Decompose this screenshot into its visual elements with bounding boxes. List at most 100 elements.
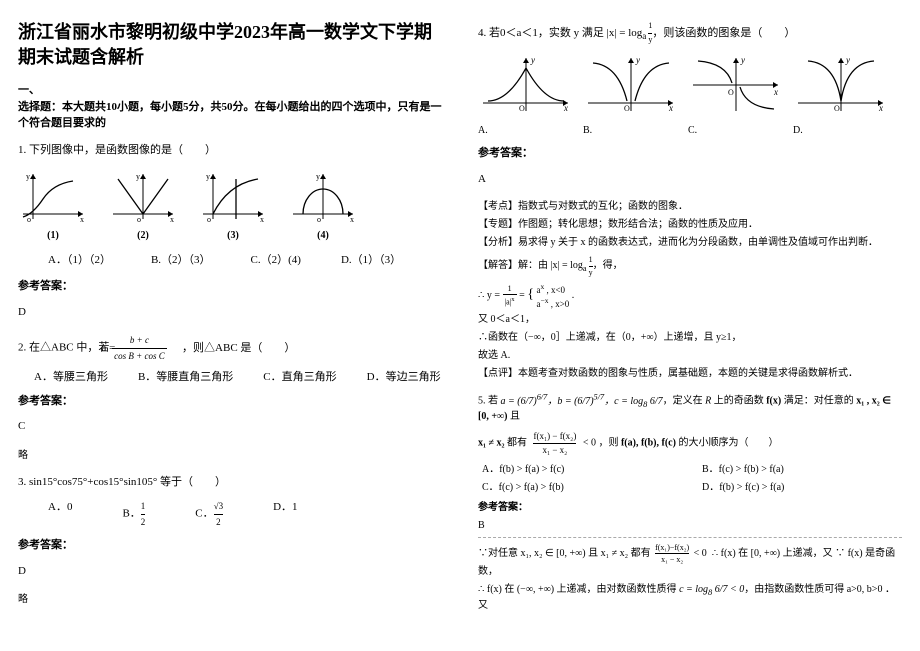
- q4-line3: 故选 A.: [478, 349, 902, 363]
- q1-ans: D: [18, 304, 442, 322]
- question-5: 5. 若 a = (6/7)6/7，b = (6/7)5/7，c = log8 …: [478, 391, 902, 612]
- svg-text:y: y: [635, 55, 640, 65]
- svg-text:x: x: [170, 215, 174, 224]
- graph-icon: xyO: [478, 53, 573, 115]
- q5-opt-a: A．f(b) > f(a) > f(c): [482, 463, 682, 477]
- q3-options: A．0 B．12 C．√32 D．1: [48, 499, 442, 529]
- q5-opt-d: D．f(b) > f(c) > f(a): [702, 481, 902, 495]
- question-1: 1. 下列图像中，是函数图像的是（ ） xyo (1) xy: [18, 142, 442, 321]
- q4-label-d: D.: [793, 123, 888, 139]
- q1-opt-c: C.（2）(4): [251, 252, 301, 270]
- q5-ans-label: 参考答案：: [478, 501, 902, 515]
- q4-ans-label: 参考答案：: [478, 145, 902, 163]
- q4-line1: 又 0＜a＜1，: [478, 313, 902, 327]
- q5-opt-c: C．f(c) > f(a) > f(b): [482, 481, 682, 495]
- q1-thumb-3: x y o (3): [198, 169, 268, 244]
- graph-icon: xyo: [18, 169, 88, 224]
- q3-opt-a: A．0: [48, 499, 72, 529]
- q2-opt-c: C．直角三角形: [263, 369, 336, 387]
- q2-ans-label: 参考答案：: [18, 393, 442, 411]
- q4-analysis: 【考点】指数式与对数式的互化；函数的图象． 【专题】作图题；转化思想；数形结合法…: [478, 200, 902, 381]
- q2-opt-d: D．等边三角形: [367, 369, 441, 387]
- svg-text:O: O: [834, 104, 840, 113]
- q1-ans-label: 参考答案：: [18, 278, 442, 296]
- q4-graph-b: x y O B.: [583, 53, 678, 140]
- q4-line2: ∴函数在（−∞，0］上递减，在（0，+∞）上递增，且 y≥1，: [478, 331, 902, 345]
- q4-label-b: B.: [583, 123, 678, 139]
- q4-label-a: A.: [478, 123, 573, 139]
- svg-text:y: y: [845, 55, 850, 65]
- svg-text:O: O: [728, 88, 734, 97]
- q2-note: 略: [18, 448, 442, 464]
- svg-text:x: x: [350, 215, 354, 224]
- svg-text:o: o: [137, 215, 141, 224]
- q3-text: 3. sin15°cos75°+cos15°sin105° 等于（ ）: [18, 474, 442, 492]
- q4-graphs: xyO A. xyO B.: [478, 53, 902, 140]
- svg-text:x: x: [668, 103, 673, 113]
- svg-text:x: x: [563, 103, 568, 113]
- q1-thumb-label-2: (2): [108, 228, 178, 244]
- q1-thumb-label-4: (4): [288, 228, 358, 244]
- q3-opt-d: D．1: [273, 499, 297, 529]
- graph-icon: x y O: [793, 53, 888, 115]
- svg-text:O: O: [624, 104, 630, 113]
- svg-text:x: x: [773, 87, 778, 97]
- svg-text:O: O: [519, 104, 525, 113]
- q5-explain-1: ∵对任意 x₁, x₂ ∈ [0, +∞) 且 x₁ ≠ x₂ 都有 f(x₁)…: [478, 542, 902, 579]
- right-column: 4. 若0＜a＜1，实数 y 满足 |x| = loga1y，则该函数的图象是（…: [460, 0, 920, 651]
- left-column: 浙江省丽水市黎明初级中学2023年高一数学文下学期期末试题含解析 一、 选择题：…: [0, 0, 460, 651]
- q1-thumb-2: x y o (2): [108, 169, 178, 244]
- q2-ans: C: [18, 418, 442, 436]
- q1-thumb-4: x y o (4): [288, 169, 358, 244]
- svg-text:o: o: [27, 215, 31, 224]
- svg-text:o: o: [207, 215, 211, 224]
- q3-opt-c: C．√32: [195, 499, 223, 529]
- q5-opt-b: B．f(c) > f(b) > f(a): [702, 463, 902, 477]
- q5-options: A．f(b) > f(a) > f(c) B．f(c) > f(b) > f(a…: [482, 463, 902, 495]
- graph-icon: x y o: [288, 169, 358, 224]
- question-3: 3. sin15°cos75°+cos15°sin105° 等于（ ） A．0 …: [18, 474, 442, 609]
- q4-dianping: 【点评】本题考查对数函数的图象与性质，属基础题，本题的关键是求得函数解析式．: [478, 367, 902, 381]
- q4-text: 4. 若0＜a＜1，实数 y 满足 |x| = loga1y，则该函数的图象是（…: [478, 20, 902, 47]
- q4-graph-a: xyO A.: [478, 53, 573, 140]
- svg-text:x: x: [878, 103, 883, 113]
- divider: [478, 537, 902, 538]
- exam-title: 浙江省丽水市黎明初级中学2023年高一数学文下学期期末试题含解析: [18, 20, 442, 70]
- section-head: 一、 选择题：本大题共10小题，每小题5分，共50分。在每小题给出的四个选项中，…: [18, 82, 442, 132]
- q1-text: 1. 下列图像中，是函数图像的是（ ）: [18, 142, 442, 160]
- q2-suffix: ，则△ABC 是（ ）: [182, 342, 295, 354]
- q2-prefix: 2. 在△ABC 中，若: [18, 342, 112, 354]
- q3-ans-label: 参考答案：: [18, 537, 442, 555]
- svg-text:x: x: [260, 215, 264, 224]
- q3-opt-b: B．12: [122, 499, 145, 529]
- q4-jiedao-piece: ∴ y = 1|a|x = { ax , x<0a−x , x>0 .: [478, 282, 902, 310]
- q1-opt-b: B.（2）（3）: [151, 252, 211, 270]
- svg-text:x: x: [80, 215, 84, 224]
- q3-note: 略: [18, 592, 442, 608]
- q2-options: A．等腰三角形 B．等腰直角三角形 C．直角三角形 D．等边三角形: [34, 369, 442, 387]
- graph-icon: x y o: [198, 169, 268, 224]
- q4-jiedao-head: 【解答】解：由 |x| = loga1y，得，: [478, 254, 902, 277]
- svg-text:y: y: [206, 172, 210, 181]
- question-2: 2. 在△ABC 中，若 b + c cos B + cos C a = ，则△…: [18, 333, 442, 464]
- q2-opt-a: A．等腰三角形: [34, 369, 108, 387]
- q1-opt-d: D.（1）（3）: [341, 252, 401, 270]
- q1-thumb-label-3: (3): [198, 228, 268, 244]
- graph-icon: x y O: [688, 53, 783, 115]
- q1-thumb-1: xyo (1): [18, 169, 88, 244]
- q4-ans: A: [478, 171, 902, 189]
- question-4: 4. 若0＜a＜1，实数 y 满足 |x| = loga1y，则该函数的图象是（…: [478, 20, 902, 381]
- q5-ans: B: [478, 519, 902, 533]
- q4-zhuanti: 【专题】作图题；转化思想；数形结合法；函数的性质及应用．: [478, 218, 902, 232]
- q4-label-c: C.: [688, 123, 783, 139]
- svg-text:o: o: [317, 215, 321, 224]
- q5-explain-2: ∴ f(x) 在 (−∞, +∞) 上递减，由对数函数性质得 c = log8 …: [478, 583, 902, 613]
- svg-text:y: y: [136, 172, 140, 181]
- q4-graph-d: x y O D.: [793, 53, 888, 140]
- q1-thumb-label-1: (1): [18, 228, 88, 244]
- graph-icon: x y O: [583, 53, 678, 115]
- svg-text:y: y: [740, 55, 745, 65]
- q1-thumbs: xyo (1) xyo (2): [18, 169, 442, 244]
- q1-opt-a: A．（1）（2）: [48, 252, 111, 270]
- svg-text:y: y: [316, 172, 320, 181]
